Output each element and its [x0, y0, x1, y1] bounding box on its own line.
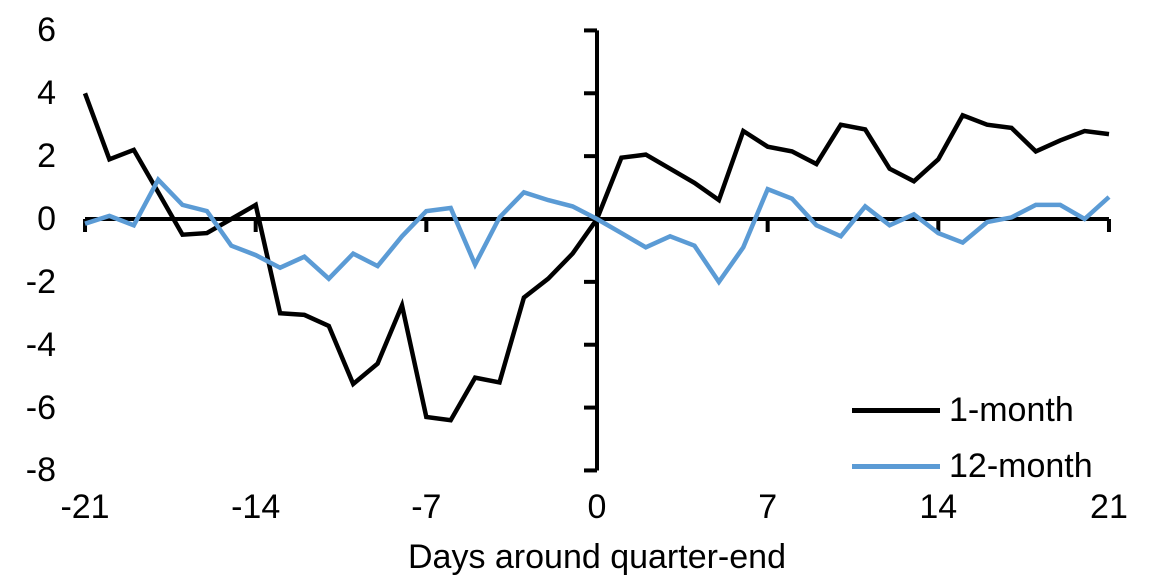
y-tick-label: 2 — [37, 137, 56, 176]
legend-item-12-month: 12-month — [852, 438, 1093, 494]
y-tick-label: -4 — [25, 325, 56, 364]
series-line-12-month — [84, 175, 1111, 286]
y-tick-label: 4 — [37, 74, 56, 113]
legend-swatch-12-month-line — [852, 463, 940, 469]
y-tick-label: -8 — [25, 451, 56, 490]
x-tick-label: -14 — [231, 488, 281, 526]
y-tick-label: -6 — [25, 388, 56, 427]
legend-label: 12-month — [949, 447, 1093, 485]
x-tick-label: 21 — [1090, 488, 1128, 526]
y-tick-label: 0 — [37, 200, 56, 238]
x-axis-title: Days around quarter-end — [407, 538, 786, 576]
x-tick-label: -21 — [60, 488, 110, 526]
x-tick-label: 0 — [587, 488, 607, 526]
legend: 1-month 12-month — [852, 382, 1093, 494]
legend-item-1-month: 1-month — [852, 382, 1093, 438]
x-tick-label: -7 — [411, 488, 442, 526]
legend-swatch-1-month-line — [852, 407, 940, 413]
x-tick-label: 7 — [758, 488, 778, 526]
y-tick-label: 6 — [37, 11, 56, 50]
y-tick-label: -2 — [25, 262, 56, 301]
x-tick-label: 14 — [919, 488, 958, 526]
legend-label: 1-month — [949, 391, 1074, 429]
